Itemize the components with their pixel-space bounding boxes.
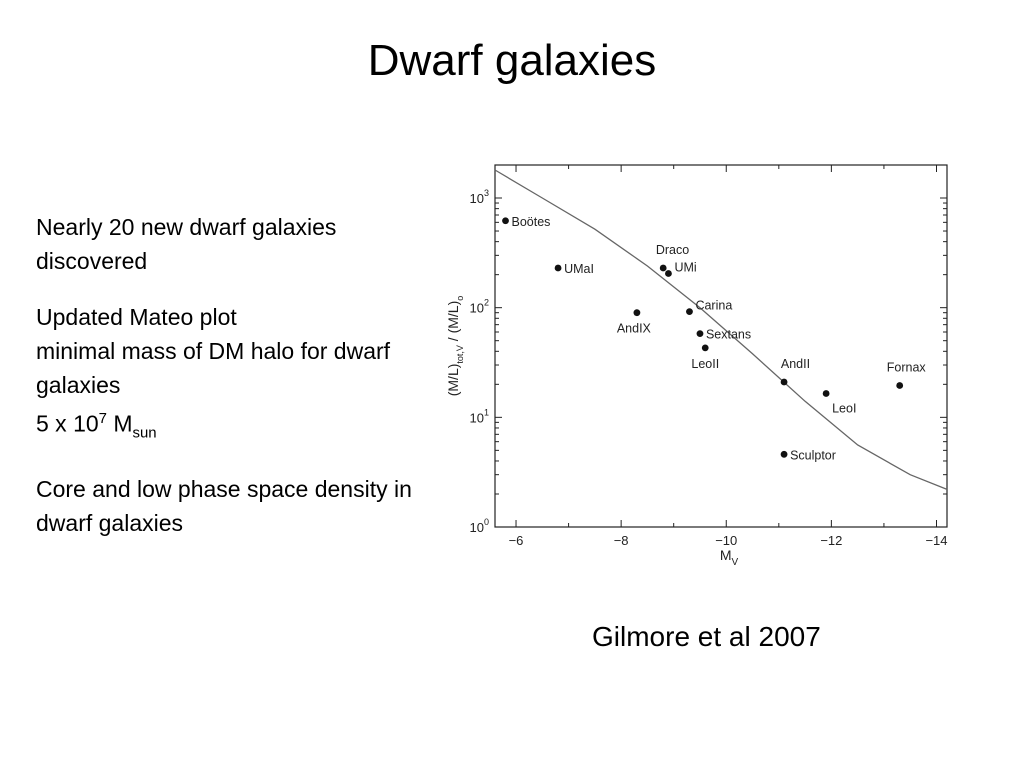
bullet-list: Nearly 20 new dwarf galaxies discovered … — [36, 210, 426, 562]
point-label-andii: AndII — [781, 357, 810, 371]
x-tick-label: −14 — [925, 533, 947, 548]
point-label-sculptor: Sculptor — [790, 448, 836, 462]
point-label-leoii: LeoII — [691, 357, 719, 371]
point-sculptor — [780, 450, 788, 458]
bullet-mateo-plot: Updated Mateo plot minimal mass of DM ha… — [36, 300, 426, 450]
point-label-umai: UMaI — [564, 262, 594, 276]
plot-frame — [494, 164, 948, 528]
mass-to-light-chart: −6 −8 −10 −12 −14 100 101 102 103 MV (M/L)tot,V / … — [445, 164, 948, 568]
point-label-bo-tes: Boötes — [512, 215, 551, 229]
point-sextans — [696, 330, 704, 338]
bullet-text: Core and low phase space density in dwar… — [36, 476, 412, 537]
point-leoii — [701, 344, 709, 352]
point-bo-tes — [502, 217, 509, 225]
bullet-phase-space: Core and low phase space density in dwar… — [36, 472, 426, 540]
point-label-leoi: LeoI — [832, 401, 856, 415]
citation-credit: Gilmore et al 2007 — [592, 621, 821, 652]
point-umi — [665, 270, 672, 277]
point-label-carina: Carina — [695, 299, 732, 313]
bullet-new-dwarfs: Nearly 20 new dwarf galaxies discovered — [36, 210, 426, 278]
point-leoi — [822, 390, 830, 397]
x-tick-label: −8 — [614, 533, 629, 548]
bullet-text: Updated Mateo plot — [36, 304, 237, 330]
y-axis-label: (M/L)tot,V / (M/L)o — [445, 296, 465, 397]
point-label-draco: Draco — [656, 243, 689, 257]
y-tick-label: 103 — [470, 188, 489, 206]
mass-limit-curve — [494, 169, 948, 491]
y-tick-label: 102 — [470, 298, 489, 316]
y-tick-label: 100 — [470, 517, 489, 535]
point-label-fornax: Fornax — [887, 361, 927, 375]
point-andix — [633, 309, 641, 317]
bullet-text: minimal mass of DM halo for dwarf galaxi… — [36, 338, 391, 398]
point-fornax — [896, 382, 904, 389]
halo-mass-value: 5 x 107 Msun — [36, 410, 157, 442]
point-label-andix: AndIX — [617, 322, 652, 336]
point-draco — [659, 264, 667, 272]
point-label-umi: UMi — [674, 260, 696, 274]
bullet-text: Nearly 20 new dwarf galaxies discovered — [36, 214, 337, 274]
x-axis-label: MV — [720, 547, 739, 568]
point-andii — [780, 378, 788, 386]
y-tick-label: 101 — [470, 407, 489, 425]
x-tick-label: −10 — [715, 533, 737, 548]
point-umai — [554, 264, 562, 272]
x-tick-label: −6 — [509, 533, 524, 548]
slide-title: Dwarf galaxies — [367, 36, 657, 85]
x-tick-label: −12 — [820, 533, 842, 548]
point-label-sextans: Sextans — [706, 328, 751, 342]
point-carina — [686, 308, 693, 316]
